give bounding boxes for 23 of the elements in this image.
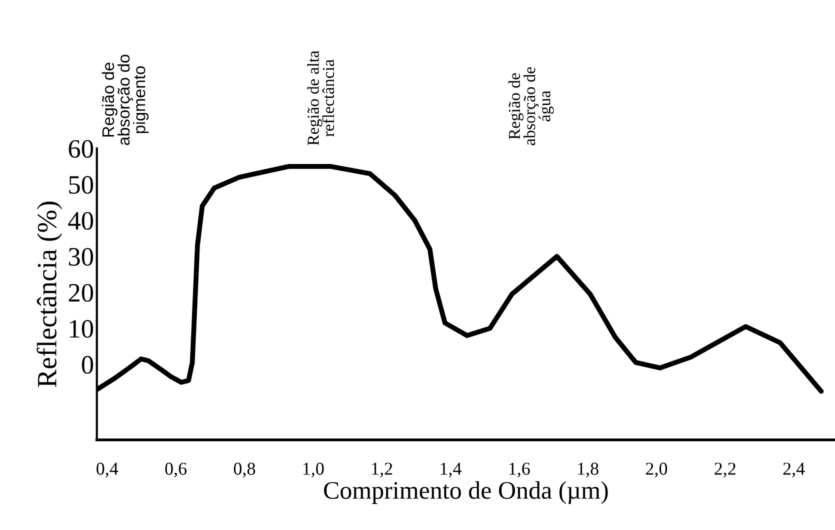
x-tick-label: 1,4 [440,462,462,478]
x-tick-label: 1,0 [303,462,324,478]
y-tick-label: 0 [82,356,94,374]
y-tick-label: 30 [68,248,94,266]
y-tick-label: 20 [68,284,94,302]
text: Região de alta reflectância [307,50,334,146]
x-tick-label: 1,6 [509,462,530,478]
y-tick-label: 60 [68,140,94,158]
x-tick-label: 2,4 [783,462,805,478]
x-tick-label: 1,8 [578,462,598,478]
x-axis-title: Comprimento de Onda (µm) [324,481,608,504]
y-tick-label: 10 [70,320,94,338]
x-tick-label: 0,6 [165,462,187,478]
x-tick-label: 2,0 [646,462,668,478]
y-tick-label: 50 [69,176,94,194]
x-tick-label: 2,2 [714,462,736,478]
y-tick-label: 40 [68,212,94,230]
x-tick-label: 1,2 [372,462,392,478]
text: Região de absorção de água [508,67,554,146]
y-axis-title: Reflectância (%) [36,202,62,388]
x-tick-label: 0,4 [96,462,118,478]
x-tick-label: 0,8 [234,462,256,478]
text: Região de absorção do pigmento [102,54,149,146]
